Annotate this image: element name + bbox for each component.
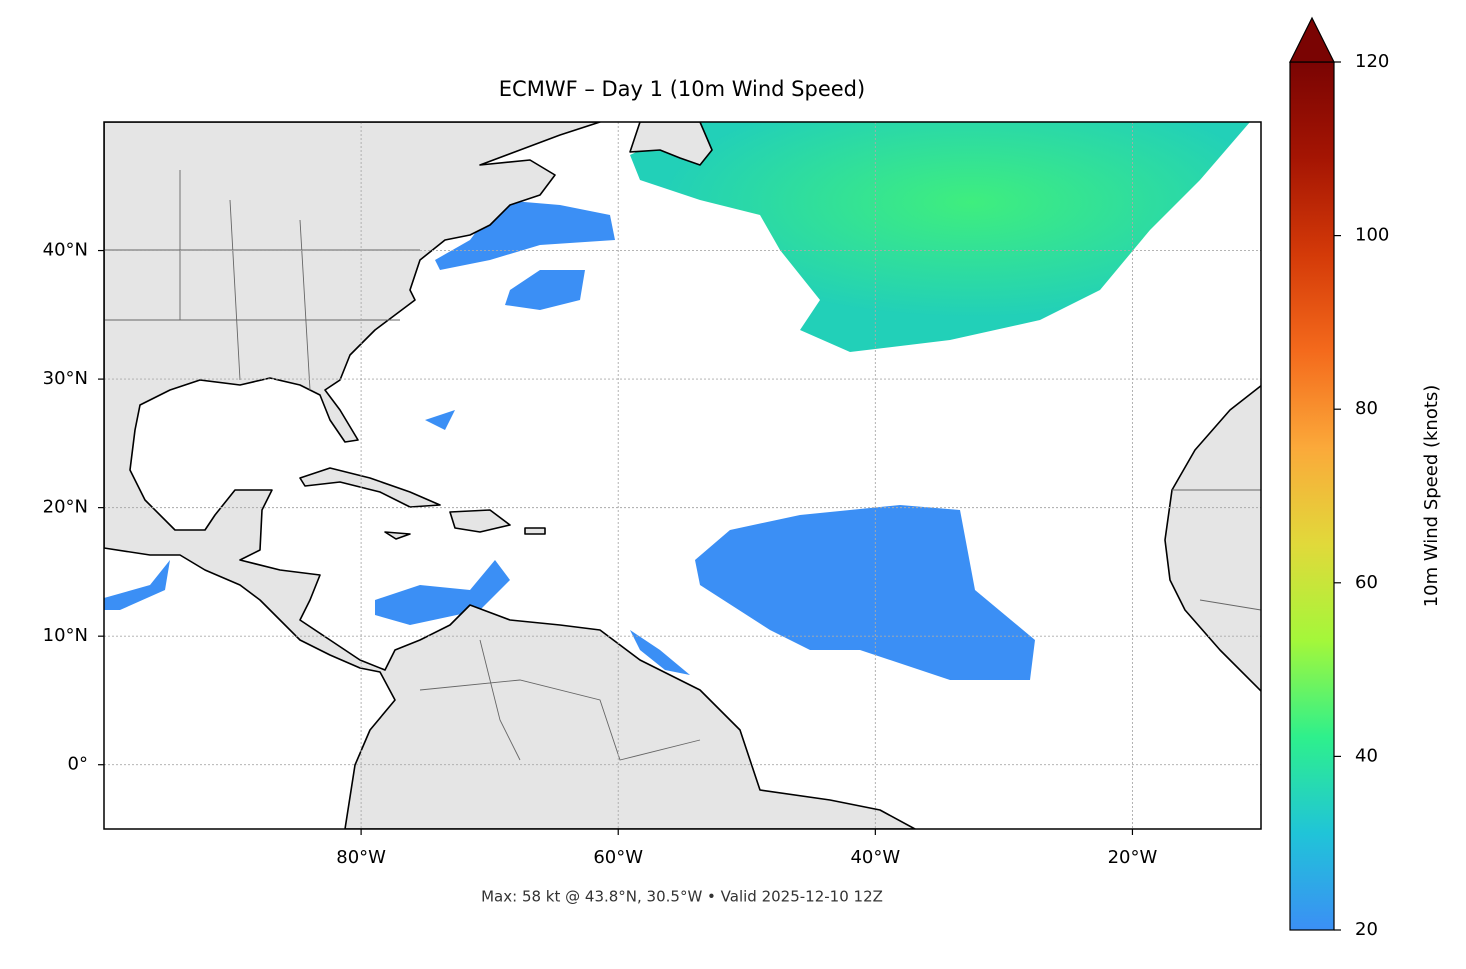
colorbar-extend: [1289, 16, 1335, 63]
wind-area: [505, 270, 585, 310]
colorbar-tick-label: 40: [1355, 745, 1378, 766]
graticule: [104, 122, 1261, 829]
y-tick-label: 0°: [68, 754, 88, 775]
colorbar-tick-label: 100: [1355, 225, 1389, 246]
x-tick-label: 60°W: [593, 847, 643, 868]
colorbar-tick-label: 80: [1355, 398, 1378, 419]
map-frame: [103, 121, 1262, 830]
borders: [104, 170, 1261, 761]
colorbar-label: 10m Wind Speed (knots): [1421, 385, 1442, 608]
colorbar-tick-label: 20: [1355, 919, 1378, 940]
x-tick-label: 20°W: [1108, 847, 1158, 868]
colorbar-tick-label: 120: [1355, 51, 1389, 72]
wind-area: [425, 410, 455, 430]
wind-area: [630, 122, 1250, 352]
y-tick-label: 30°N: [43, 368, 88, 389]
x-tick-label: 40°W: [850, 847, 900, 868]
y-tick-label: 10°N: [43, 625, 88, 646]
wind-area: [630, 630, 690, 675]
y-tick-label: 40°N: [43, 240, 88, 261]
jamaica: [384, 531, 411, 540]
wind-area: [104, 560, 170, 610]
americas: [104, 122, 916, 829]
footer-note: Max: 58 kt @ 43.8°N, 30.5°W • Valid 2025…: [481, 888, 883, 906]
newfoundland: [629, 122, 713, 166]
hispaniola: [449, 509, 511, 533]
cuba: [299, 467, 441, 508]
x-tick-label: 80°W: [336, 847, 386, 868]
land: [104, 122, 1261, 829]
colorbar-tick-label: 60: [1355, 572, 1378, 593]
y-tick-label: 20°N: [43, 497, 88, 518]
wind-area: [435, 200, 615, 270]
colorbar: [1289, 61, 1335, 931]
africa: [1164, 384, 1261, 693]
puerto-rico: [524, 527, 546, 535]
map-title: ECMWF – Day 1 (10m Wind Speed): [499, 77, 865, 101]
